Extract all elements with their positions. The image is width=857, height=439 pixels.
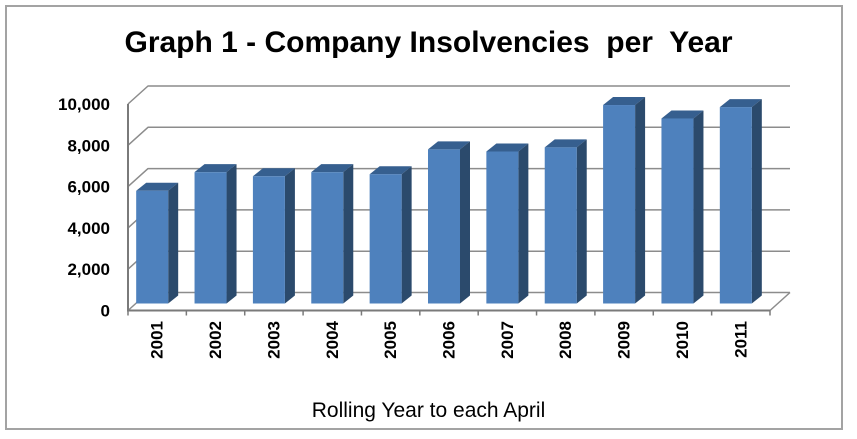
x-tick-label: 2007 [498, 321, 517, 359]
x-tick-label: 2011 [731, 321, 750, 358]
chart-title: Graph 1 - Company Insolvencies per Year [124, 26, 733, 59]
bar-side-2006 [460, 141, 470, 304]
x-tick-label: 2008 [556, 321, 575, 359]
bar-top-2004 [311, 164, 354, 173]
bar-side-2007 [518, 143, 529, 304]
x-tick-label: 2005 [381, 321, 400, 359]
bar-top-2002 [194, 164, 237, 173]
bar-top-2006 [428, 141, 470, 150]
y-tick-label: 4,000 [67, 219, 110, 238]
x-tick-label: 2001 [148, 321, 167, 359]
floor-right-edge [769, 291, 791, 312]
y-tick-label: 10,000 [58, 95, 110, 114]
bar-2007 [486, 151, 519, 304]
y-tick-label: 8,000 [67, 136, 110, 155]
bar-top-2009 [603, 97, 646, 106]
bar-2009 [603, 105, 636, 304]
bar-side-2001 [168, 182, 179, 304]
bar-side-2003 [284, 168, 295, 304]
bar-2010 [661, 118, 694, 304]
x-tick-label: 2002 [206, 321, 225, 359]
bar-2011 [719, 107, 752, 304]
bar-2008 [544, 147, 577, 304]
bar-2006 [428, 149, 460, 304]
gridline [127, 85, 790, 105]
gridline [127, 126, 790, 146]
bar-2004 [311, 172, 344, 304]
bar-side-2009 [635, 97, 646, 304]
bar-side-2002 [226, 164, 237, 304]
y-tick-label: 6,000 [67, 178, 110, 197]
bar-side-2010 [693, 110, 704, 304]
bar-side-2008 [576, 139, 587, 304]
x-tick-label: 2006 [440, 321, 459, 359]
bar-2002 [194, 172, 227, 304]
x-tick-label: 2003 [264, 321, 283, 359]
bar-2005 [369, 174, 402, 304]
x-tick-label: 2010 [673, 321, 692, 359]
x-axis-title: Rolling Year to each April [311, 399, 546, 422]
y-tick-label: 2,000 [67, 260, 110, 279]
x-tick-label: 2004 [323, 320, 342, 358]
bar-2001 [136, 190, 169, 304]
x-tick-label: 2009 [615, 321, 634, 359]
bar-top-2011 [719, 99, 762, 108]
y-tick-label: 0 [101, 302, 110, 321]
bar-top-2010 [661, 110, 704, 119]
bar-top-2003 [252, 168, 295, 177]
bar-2003 [252, 176, 285, 304]
bar-top-2007 [486, 143, 529, 152]
bar-side-2005 [401, 166, 412, 304]
bar-top-2008 [544, 139, 587, 148]
bar-side-2004 [343, 164, 354, 304]
bar-top-2005 [369, 166, 412, 175]
bar-side-2011 [751, 99, 762, 304]
bar-top-2001 [136, 182, 179, 191]
